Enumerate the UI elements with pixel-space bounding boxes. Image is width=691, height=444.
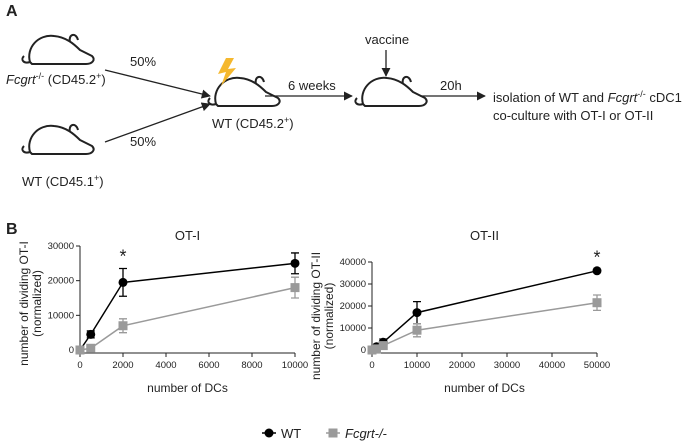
fraction: 50% [130, 54, 156, 69]
step-label: vaccine [365, 32, 409, 47]
x-axis-label: number of DCs [147, 381, 228, 395]
legend-label: Fcgrt-/- [345, 426, 388, 441]
panel-letter: A [6, 3, 18, 20]
legend-marker [328, 428, 338, 438]
y-axis-label: number of dividing OT-I [17, 241, 31, 366]
recipient-label: WT (CD45.2+) [212, 115, 294, 131]
x-tick-label: 50000 [584, 360, 610, 371]
significance: * [119, 247, 126, 267]
legend-marker [264, 428, 274, 438]
y-tick-label: 0 [69, 345, 74, 356]
y-tick-label: 30000 [48, 241, 74, 252]
series-line [79, 262, 296, 351]
chart-title: OT-I [175, 228, 200, 243]
data-point [290, 283, 300, 293]
mouse-icon [207, 75, 281, 107]
x-axis-label: number of DCs [444, 381, 525, 395]
irradiation-icon [218, 58, 236, 86]
y-axis-label: (normalized) [322, 283, 336, 350]
x-tick-label: 40000 [539, 360, 565, 371]
data-point [592, 298, 602, 308]
arrow [104, 69, 211, 99]
y-tick-label: 10000 [48, 310, 74, 321]
outcome: isolation of WT and Fcgrt-/- cDC1 [493, 89, 682, 105]
y-tick-label: 0 [361, 345, 366, 356]
x-tick-label: 2000 [112, 360, 133, 371]
y-tick-label: 40000 [340, 257, 366, 268]
data-point [372, 344, 381, 354]
x-tick-label: 4000 [155, 360, 176, 371]
data-point [378, 341, 388, 351]
x-tick-label: 0 [369, 360, 374, 371]
chart-title: OT-II [470, 228, 499, 243]
data-point [75, 345, 85, 355]
y-tick-label: 10000 [340, 323, 366, 334]
significance: * [593, 248, 600, 268]
data-point [118, 321, 128, 331]
y-axis-label: number of dividing OT-II [309, 252, 323, 380]
donor-label: WT (CD45.1+) [22, 173, 104, 189]
x-tick-label: 8000 [241, 360, 262, 371]
y-tick-label: 20000 [48, 276, 74, 287]
x-tick-label: 10000 [404, 360, 430, 371]
mouse-icon [354, 75, 428, 107]
legend-label: WT [281, 426, 301, 441]
data-point [290, 258, 300, 268]
series-line [371, 270, 598, 351]
mouse-icon [21, 33, 95, 65]
y-axis-label: (normalized) [30, 270, 44, 337]
y-tick-label: 30000 [340, 279, 366, 290]
step-label: 20h [440, 78, 462, 93]
x-tick-label: 0 [77, 360, 82, 371]
data-point [86, 343, 96, 353]
x-tick-label: 20000 [449, 360, 475, 371]
x-tick-label: 30000 [494, 360, 520, 371]
fraction: 50% [130, 134, 156, 149]
data-point [592, 266, 602, 276]
y-tick-label: 20000 [340, 301, 366, 312]
donor-label: Fcgrt-/- (CD45.2+) [6, 71, 106, 87]
data-point [412, 308, 422, 318]
series-line [371, 301, 598, 351]
x-tick-label: 6000 [198, 360, 219, 371]
series-line [79, 286, 296, 351]
data-point [86, 329, 96, 339]
data-point [118, 277, 128, 287]
panel-letter: B [6, 221, 18, 238]
x-tick-label: 10000 [282, 360, 308, 371]
mouse-icon [21, 123, 95, 155]
data-point [412, 325, 422, 335]
step-label: 6 weeks [288, 78, 336, 93]
outcome: co-culture with OT-I or OT-II [493, 108, 653, 123]
arrow [104, 102, 211, 143]
